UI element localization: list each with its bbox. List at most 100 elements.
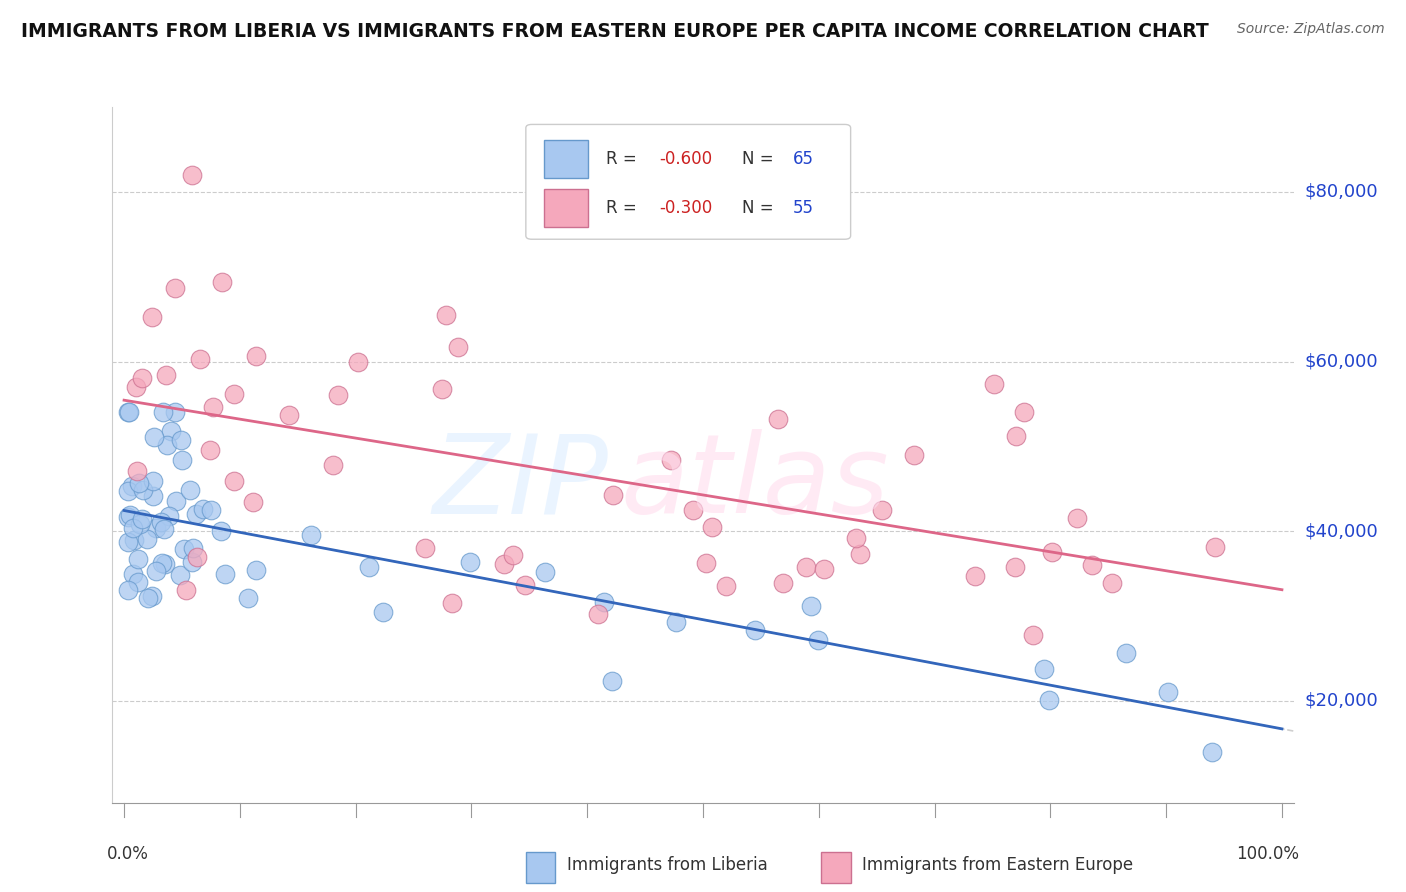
Text: Source: ZipAtlas.com: Source: ZipAtlas.com [1237, 22, 1385, 37]
Point [413, 541, 436, 555]
Point [1115, 646, 1137, 660]
FancyBboxPatch shape [526, 124, 851, 239]
Point [142, 430, 165, 444]
Point [179, 483, 201, 498]
Point [181, 555, 204, 569]
Point [242, 495, 264, 509]
Point [768, 412, 790, 426]
Point [170, 452, 193, 467]
Point [191, 502, 214, 516]
Point [772, 575, 794, 590]
Point [117, 534, 139, 549]
Text: IMMIGRANTS FROM LIBERIA VS IMMIGRANTS FROM EASTERN EUROPE PER CAPITA INCOME CORR: IMMIGRANTS FROM LIBERIA VS IMMIGRANTS FR… [21, 22, 1209, 41]
Text: Immigrants from Eastern Europe: Immigrants from Eastern Europe [862, 856, 1133, 874]
Point [346, 355, 368, 369]
Point [1101, 576, 1123, 591]
Point [183, 541, 205, 556]
Point [245, 563, 267, 577]
Point [200, 442, 222, 457]
Text: $60,000: $60,000 [1305, 352, 1378, 370]
Point [1081, 558, 1104, 572]
Point [200, 503, 222, 517]
Point [222, 387, 245, 401]
Point [127, 574, 149, 589]
Point [1032, 662, 1054, 676]
Text: $40,000: $40,000 [1305, 523, 1378, 541]
Text: atlas: atlas [620, 429, 889, 536]
Point [245, 349, 267, 363]
Point [1201, 746, 1223, 760]
Point [165, 281, 187, 295]
Point [211, 275, 233, 289]
Text: -0.300: -0.300 [659, 199, 713, 217]
FancyBboxPatch shape [544, 189, 589, 227]
Point [160, 425, 183, 439]
Text: ZIP: ZIP [433, 429, 609, 536]
Point [238, 591, 260, 606]
Point [1042, 545, 1064, 559]
Point [222, 474, 245, 488]
Point [903, 448, 925, 462]
Point [446, 340, 468, 354]
Text: Immigrants from Liberia: Immigrants from Liberia [567, 856, 768, 874]
Point [328, 387, 350, 401]
Point [963, 569, 986, 583]
Point [322, 458, 344, 472]
Point [120, 508, 142, 522]
Point [174, 583, 197, 598]
Point [983, 377, 1005, 392]
Point [169, 568, 191, 582]
Point [502, 548, 524, 562]
Point [702, 519, 724, 533]
Text: 0.0%: 0.0% [107, 845, 149, 863]
Point [153, 522, 176, 536]
Point [118, 405, 141, 419]
Point [1014, 405, 1036, 419]
Point [117, 582, 139, 597]
Point [142, 474, 165, 488]
Point [794, 560, 817, 574]
Point [513, 578, 536, 592]
Point [128, 475, 150, 490]
Point [600, 673, 623, 688]
Point [440, 596, 463, 610]
Point [150, 516, 173, 530]
Point [845, 531, 868, 545]
Point [124, 380, 146, 394]
Point [125, 464, 148, 478]
Point [186, 550, 208, 565]
Point [136, 591, 159, 605]
Point [156, 438, 179, 452]
Point [152, 557, 174, 571]
Point [1004, 560, 1026, 574]
Point [695, 556, 717, 570]
Point [141, 589, 163, 603]
Point [870, 503, 893, 517]
Point [1005, 429, 1028, 443]
Text: N =: N = [742, 199, 779, 217]
Point [214, 566, 236, 581]
Point [744, 623, 766, 637]
Text: N =: N = [742, 150, 779, 169]
Point [117, 484, 139, 499]
Point [153, 558, 176, 572]
Point [141, 310, 163, 324]
Point [659, 453, 682, 467]
Point [142, 489, 165, 503]
Point [492, 557, 515, 571]
FancyBboxPatch shape [821, 852, 851, 883]
Point [430, 382, 453, 396]
Point [201, 400, 224, 414]
Point [357, 560, 380, 574]
Text: $20,000: $20,000 [1305, 692, 1378, 710]
Point [813, 562, 835, 576]
Point [121, 478, 143, 492]
Text: R =: R = [606, 199, 643, 217]
Point [458, 555, 481, 569]
Point [807, 632, 830, 647]
Point [434, 308, 457, 322]
Text: 65: 65 [793, 150, 814, 169]
Point [117, 510, 139, 524]
Point [127, 552, 149, 566]
Point [117, 405, 139, 419]
